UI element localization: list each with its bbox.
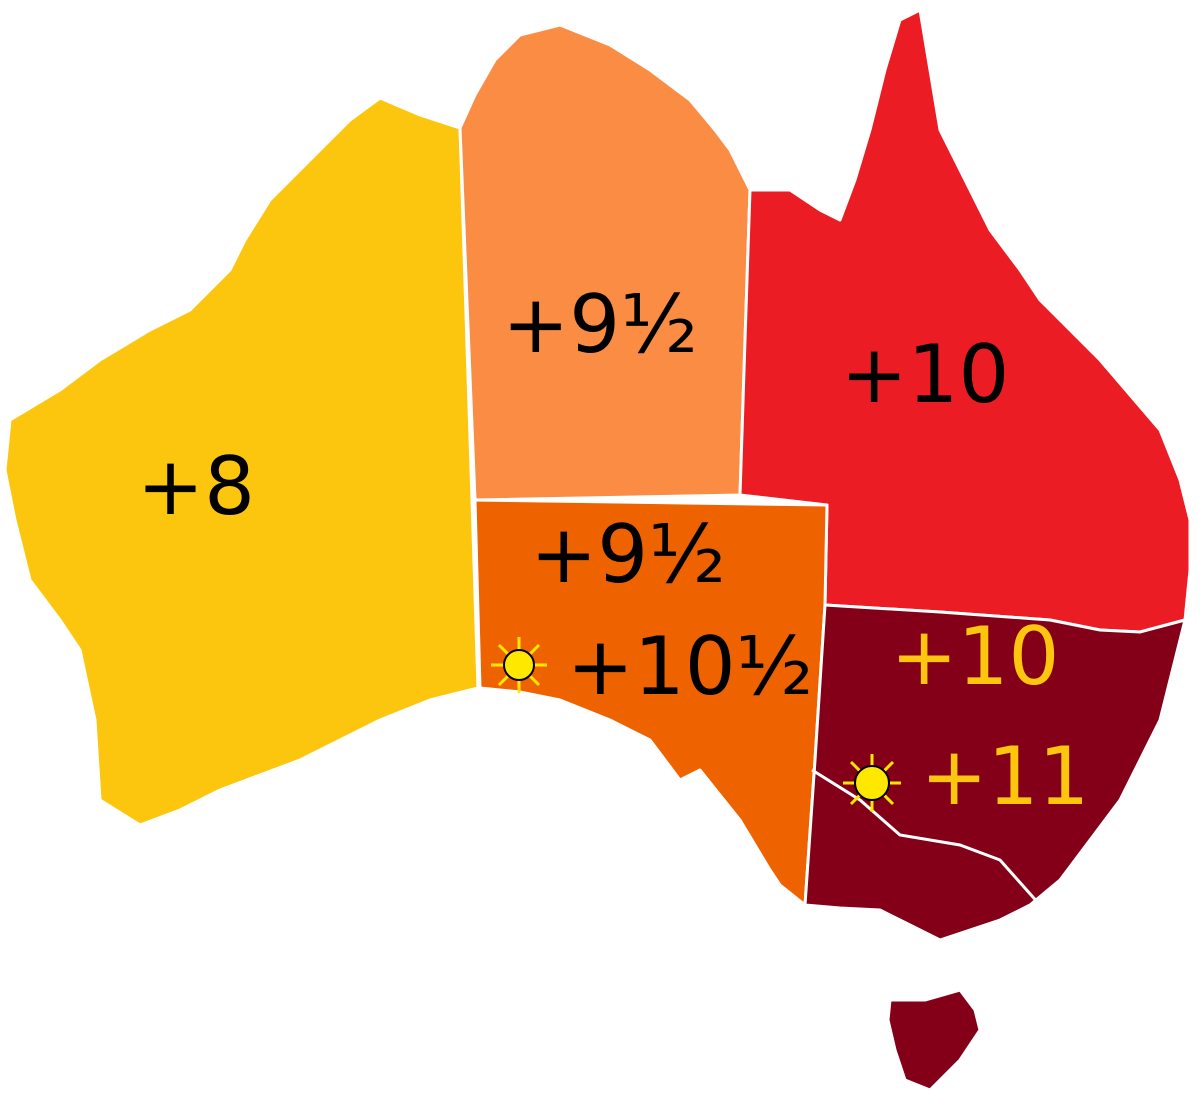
northern-territory [458,23,752,502]
new-south-wales-victoria [803,603,1187,942]
sun-icon [491,637,547,693]
western-australia [3,96,480,827]
victoria-border [811,768,1042,906]
sun-icon [843,754,901,812]
zone-label: +8 [137,440,255,533]
zone-label: +9½ [502,278,697,371]
zone-label: +10 [841,328,1010,421]
zone-label: +9½ [530,508,725,601]
zone-label: +10 [891,610,1060,703]
dst-label: +10½ [567,620,813,713]
tasmania [886,988,982,1092]
dst-label: +11 [921,730,1090,823]
